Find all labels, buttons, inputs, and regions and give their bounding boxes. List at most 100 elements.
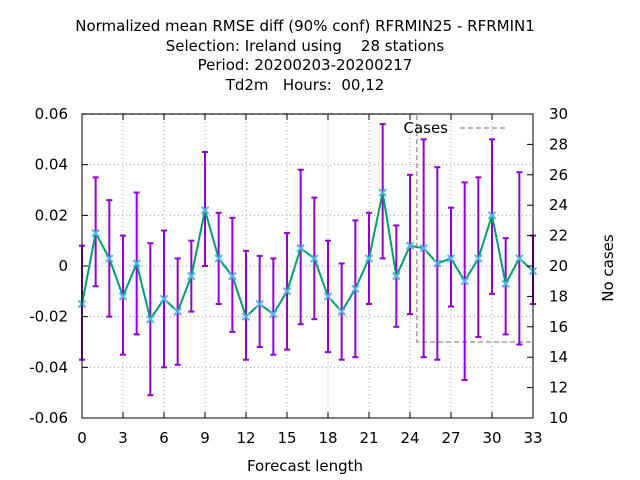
data-point-stroke — [487, 211, 497, 220]
y-tick-label: 0.02 — [35, 206, 68, 224]
data-point — [446, 254, 456, 263]
title-line-2: Selection: Ireland using 28 stations — [166, 37, 445, 55]
data-point — [146, 314, 155, 324]
title-line-1: Normalized mean RMSE diff (90% conf) RFR… — [75, 17, 535, 35]
data-point-stroke — [405, 241, 415, 250]
data-point — [364, 254, 374, 263]
error-bars — [79, 123, 536, 397]
data-point — [310, 254, 319, 263]
data-point — [487, 211, 497, 220]
data-point — [187, 271, 196, 281]
y2-tick-label: 22 — [549, 227, 568, 245]
data-point — [173, 307, 182, 316]
data-point — [405, 241, 415, 250]
y2-tick-label: 20 — [549, 257, 568, 275]
x-tick-label: 18 — [318, 429, 337, 447]
y-tick-label: -0.02 — [29, 308, 68, 326]
data-point-stroke — [241, 312, 251, 321]
data-point — [118, 292, 128, 301]
data-point — [214, 254, 223, 263]
data-point-stroke — [146, 314, 155, 324]
data-point-stroke — [310, 254, 319, 263]
title-line-3: Period: 20200203-20200217 — [198, 56, 413, 74]
data-point — [255, 299, 264, 309]
error-bar — [243, 249, 249, 361]
chart-title: Normalized mean RMSE diff (90% conf) RFR… — [75, 17, 535, 94]
data-point-stroke — [228, 271, 237, 281]
y2-tick-label: 30 — [549, 105, 568, 123]
data-point-stroke — [364, 254, 374, 263]
data-point — [515, 254, 524, 263]
mean-markers — [77, 188, 538, 324]
y-axis-left: -0.06 -0.04 -0.02 0 0.02 0.04 0.06 — [29, 105, 88, 427]
x-tick-label: 15 — [277, 429, 296, 447]
y-tick-label: -0.06 — [29, 409, 68, 427]
data-point — [419, 244, 428, 253]
mean-series — [81, 192, 534, 322]
data-point — [200, 206, 210, 215]
data-point-stroke — [214, 254, 223, 263]
data-point-stroke — [187, 271, 196, 281]
data-point — [323, 292, 333, 301]
data-point-stroke — [392, 271, 401, 281]
data-point-stroke — [501, 279, 510, 288]
x-tick-label: 3 — [118, 429, 128, 447]
x-tick-label: 21 — [359, 429, 378, 447]
y-tick-label: -0.04 — [29, 358, 68, 376]
data-point-stroke — [446, 254, 456, 263]
data-point — [241, 312, 251, 321]
data-point — [105, 254, 114, 263]
data-point — [91, 228, 100, 238]
x-tick-label: 6 — [159, 429, 169, 447]
x-tick-label: 27 — [441, 429, 460, 447]
data-point-stroke — [296, 244, 305, 253]
data-point-stroke — [255, 299, 264, 309]
x-tick-label: 30 — [482, 429, 501, 447]
data-point — [159, 294, 169, 304]
data-point — [282, 287, 292, 296]
x-tick-label: 9 — [200, 429, 210, 447]
data-point — [378, 188, 387, 197]
mean-line — [81, 192, 534, 322]
data-point-stroke — [91, 228, 100, 238]
data-point-stroke — [200, 206, 210, 215]
x-axis-label: Forecast length — [247, 457, 363, 475]
data-point-stroke — [515, 254, 524, 263]
x-axis: 0 3 6 9 12 15 18 21 24 27 30 33 — [77, 114, 543, 447]
data-point-stroke — [351, 284, 360, 294]
x-tick-label: 33 — [523, 429, 542, 447]
x-tick-label: 24 — [400, 429, 419, 447]
y2-tick-label: 10 — [549, 409, 568, 427]
y2-tick-label: 16 — [549, 318, 568, 336]
error-bar — [270, 257, 277, 356]
data-point — [269, 309, 278, 319]
data-point — [228, 271, 237, 281]
data-point-stroke — [378, 188, 387, 197]
y2-tick-label: 12 — [549, 379, 568, 397]
y2-tick-label: 14 — [549, 348, 568, 366]
y2-tick-label: 24 — [549, 196, 568, 214]
data-point-stroke — [105, 254, 114, 263]
y-tick-label: 0.04 — [35, 156, 68, 174]
y-tick-label: 0 — [58, 257, 68, 275]
data-point — [433, 259, 442, 268]
data-point-stroke — [474, 254, 483, 263]
x-tick-label: 0 — [77, 429, 87, 447]
data-point — [474, 254, 483, 263]
data-point — [351, 284, 360, 294]
error-bar — [502, 237, 509, 336]
legend-label-cases: Cases — [403, 119, 448, 137]
x-tick-label: 12 — [236, 429, 255, 447]
data-point — [501, 279, 510, 288]
data-point — [392, 271, 401, 281]
y-tick-label: 0.06 — [35, 105, 68, 123]
data-point-stroke — [118, 292, 128, 301]
error-bar — [256, 254, 263, 349]
data-point — [296, 244, 305, 253]
data-point-stroke — [159, 294, 169, 304]
data-point-stroke — [323, 292, 333, 301]
data-point-stroke — [433, 259, 442, 268]
data-point-stroke — [460, 276, 469, 286]
data-point-stroke — [282, 287, 292, 296]
